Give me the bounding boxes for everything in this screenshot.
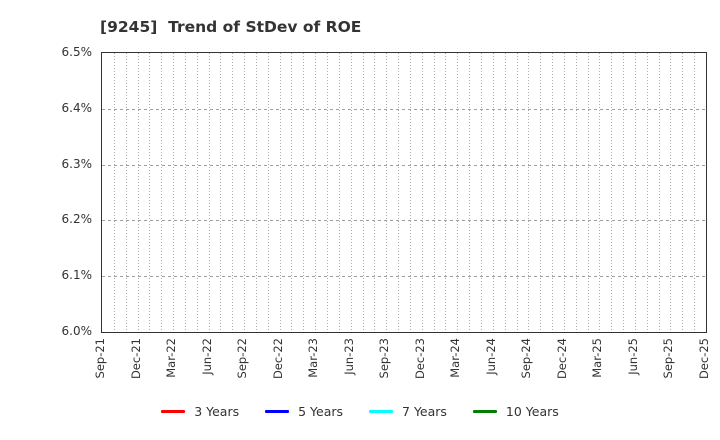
vertical-gridline (409, 53, 411, 332)
vertical-gridline (480, 53, 482, 332)
x-tick-label: Dec-23 (412, 338, 427, 380)
legend-item: 10 Years (472, 404, 559, 419)
vertical-gridline (516, 53, 518, 332)
plot-area (101, 52, 707, 333)
vertical-gridline (670, 53, 672, 332)
chart-title: [9245] Trend of StDev of ROE (100, 18, 362, 36)
horizontal-gridline (102, 276, 706, 278)
vertical-gridline (469, 53, 471, 332)
vertical-gridline (350, 53, 352, 332)
legend-label: 5 Years (298, 404, 344, 419)
y-tick-label: 6.1% (61, 268, 93, 283)
legend-item: 5 Years (265, 404, 343, 419)
vertical-gridline (599, 53, 601, 332)
y-tick-label: 6.2% (61, 212, 93, 227)
vertical-gridline (634, 53, 636, 332)
vertical-gridline (161, 53, 163, 332)
legend-line-swatch (161, 410, 186, 413)
vertical-gridline (398, 53, 400, 332)
y-tick-label: 6.0% (61, 324, 93, 338)
vertical-gridline (255, 53, 257, 332)
vertical-gridline (457, 53, 459, 332)
x-tick-label: Jun-23 (341, 338, 356, 375)
vertical-gridline (196, 53, 198, 332)
vertical-gridline (445, 53, 447, 332)
x-tick-label: Dec-25 (697, 338, 711, 380)
legend-line-swatch (369, 410, 394, 413)
y-tick-label: 6.5% (61, 45, 93, 59)
vertical-gridline (362, 53, 364, 332)
vertical-gridline (646, 53, 648, 332)
x-tick-label: Mar-24 (448, 338, 463, 378)
vertical-gridline (137, 53, 139, 332)
legend-item: 7 Years (369, 404, 447, 419)
legend-label: 10 Years (505, 404, 559, 419)
vertical-gridline (528, 53, 530, 332)
x-tick-label: Mar-23 (306, 338, 321, 378)
vertical-gridline (563, 53, 565, 332)
vertical-gridline (220, 53, 222, 332)
vertical-gridline (267, 53, 269, 332)
x-tick-label: Sep-21 (93, 338, 107, 379)
x-tick-label: Sep-25 (661, 338, 676, 379)
vertical-gridline (232, 53, 234, 332)
vertical-gridline (149, 53, 151, 332)
vertical-gridline (587, 53, 589, 332)
x-tick-label: Mar-25 (590, 338, 605, 378)
x-tick-label: Dec-24 (554, 338, 569, 380)
x-tick-label: Jun-22 (199, 338, 214, 375)
legend-line-swatch (265, 410, 290, 413)
vertical-gridline (623, 53, 625, 332)
vertical-gridline (327, 53, 329, 332)
vertical-gridline (315, 53, 317, 332)
horizontal-gridline (102, 108, 706, 110)
vertical-gridline (125, 53, 127, 332)
x-tick-label: Jun-24 (483, 338, 498, 375)
vertical-gridline (540, 53, 542, 332)
x-tick-label: Sep-22 (235, 338, 250, 379)
horizontal-gridline (102, 220, 706, 222)
vertical-gridline (374, 53, 376, 332)
vertical-gridline (386, 53, 388, 332)
vertical-gridline (658, 53, 660, 332)
legend-label: 7 Years (402, 404, 447, 419)
vertical-gridline (575, 53, 577, 332)
x-tick-label: Dec-22 (270, 338, 285, 380)
vertical-gridline (208, 53, 210, 332)
legend-line-swatch (472, 410, 497, 413)
vertical-gridline (433, 53, 435, 332)
x-tick-label: Mar-22 (164, 338, 179, 378)
vertical-gridline (279, 53, 281, 332)
vertical-gridline (611, 53, 613, 332)
vertical-gridline (303, 53, 305, 332)
legend: 3 Years 5 Years 7 Years 10 Years (0, 404, 720, 419)
vertical-gridline (244, 53, 246, 332)
vertical-gridline (421, 53, 423, 332)
vertical-gridline (492, 53, 494, 332)
vertical-gridline (291, 53, 293, 332)
y-tick-label: 6.3% (61, 156, 93, 171)
legend-item: 3 Years (161, 404, 239, 419)
vertical-gridline (113, 53, 115, 332)
vertical-gridline (682, 53, 684, 332)
x-tick-label: Jun-25 (625, 338, 640, 375)
horizontal-gridline (102, 164, 706, 166)
vertical-gridline (694, 53, 696, 332)
vertical-gridline (338, 53, 340, 332)
x-tick-label: Sep-23 (377, 338, 392, 379)
vertical-gridline (504, 53, 506, 332)
vertical-gridline (173, 53, 175, 332)
vertical-gridline (184, 53, 186, 332)
legend-label: 3 Years (194, 404, 240, 419)
x-tick-label: Dec-21 (128, 338, 143, 380)
y-tick-label: 6.4% (61, 100, 93, 115)
vertical-gridline (552, 53, 554, 332)
x-tick-label: Sep-24 (519, 338, 534, 379)
